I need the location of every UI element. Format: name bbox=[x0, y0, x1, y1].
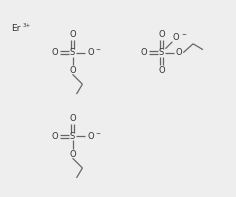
Text: Er: Er bbox=[11, 24, 21, 33]
Text: S: S bbox=[70, 48, 75, 57]
Text: O: O bbox=[51, 132, 58, 141]
Text: O: O bbox=[69, 66, 76, 75]
Text: O: O bbox=[69, 150, 76, 159]
Text: O: O bbox=[51, 48, 58, 57]
Text: O: O bbox=[176, 48, 183, 57]
Text: −: − bbox=[95, 46, 100, 51]
Text: O: O bbox=[158, 30, 165, 39]
Text: 3+: 3+ bbox=[22, 22, 30, 28]
Text: S: S bbox=[159, 48, 164, 57]
Text: O: O bbox=[140, 48, 147, 57]
Text: O: O bbox=[69, 30, 76, 39]
Text: O: O bbox=[173, 33, 180, 42]
Text: O: O bbox=[87, 48, 94, 57]
Text: O: O bbox=[158, 66, 165, 75]
Text: −: − bbox=[181, 32, 186, 36]
Text: O: O bbox=[87, 132, 94, 141]
Text: O: O bbox=[69, 114, 76, 123]
Text: S: S bbox=[70, 132, 75, 141]
Text: −: − bbox=[95, 130, 100, 135]
